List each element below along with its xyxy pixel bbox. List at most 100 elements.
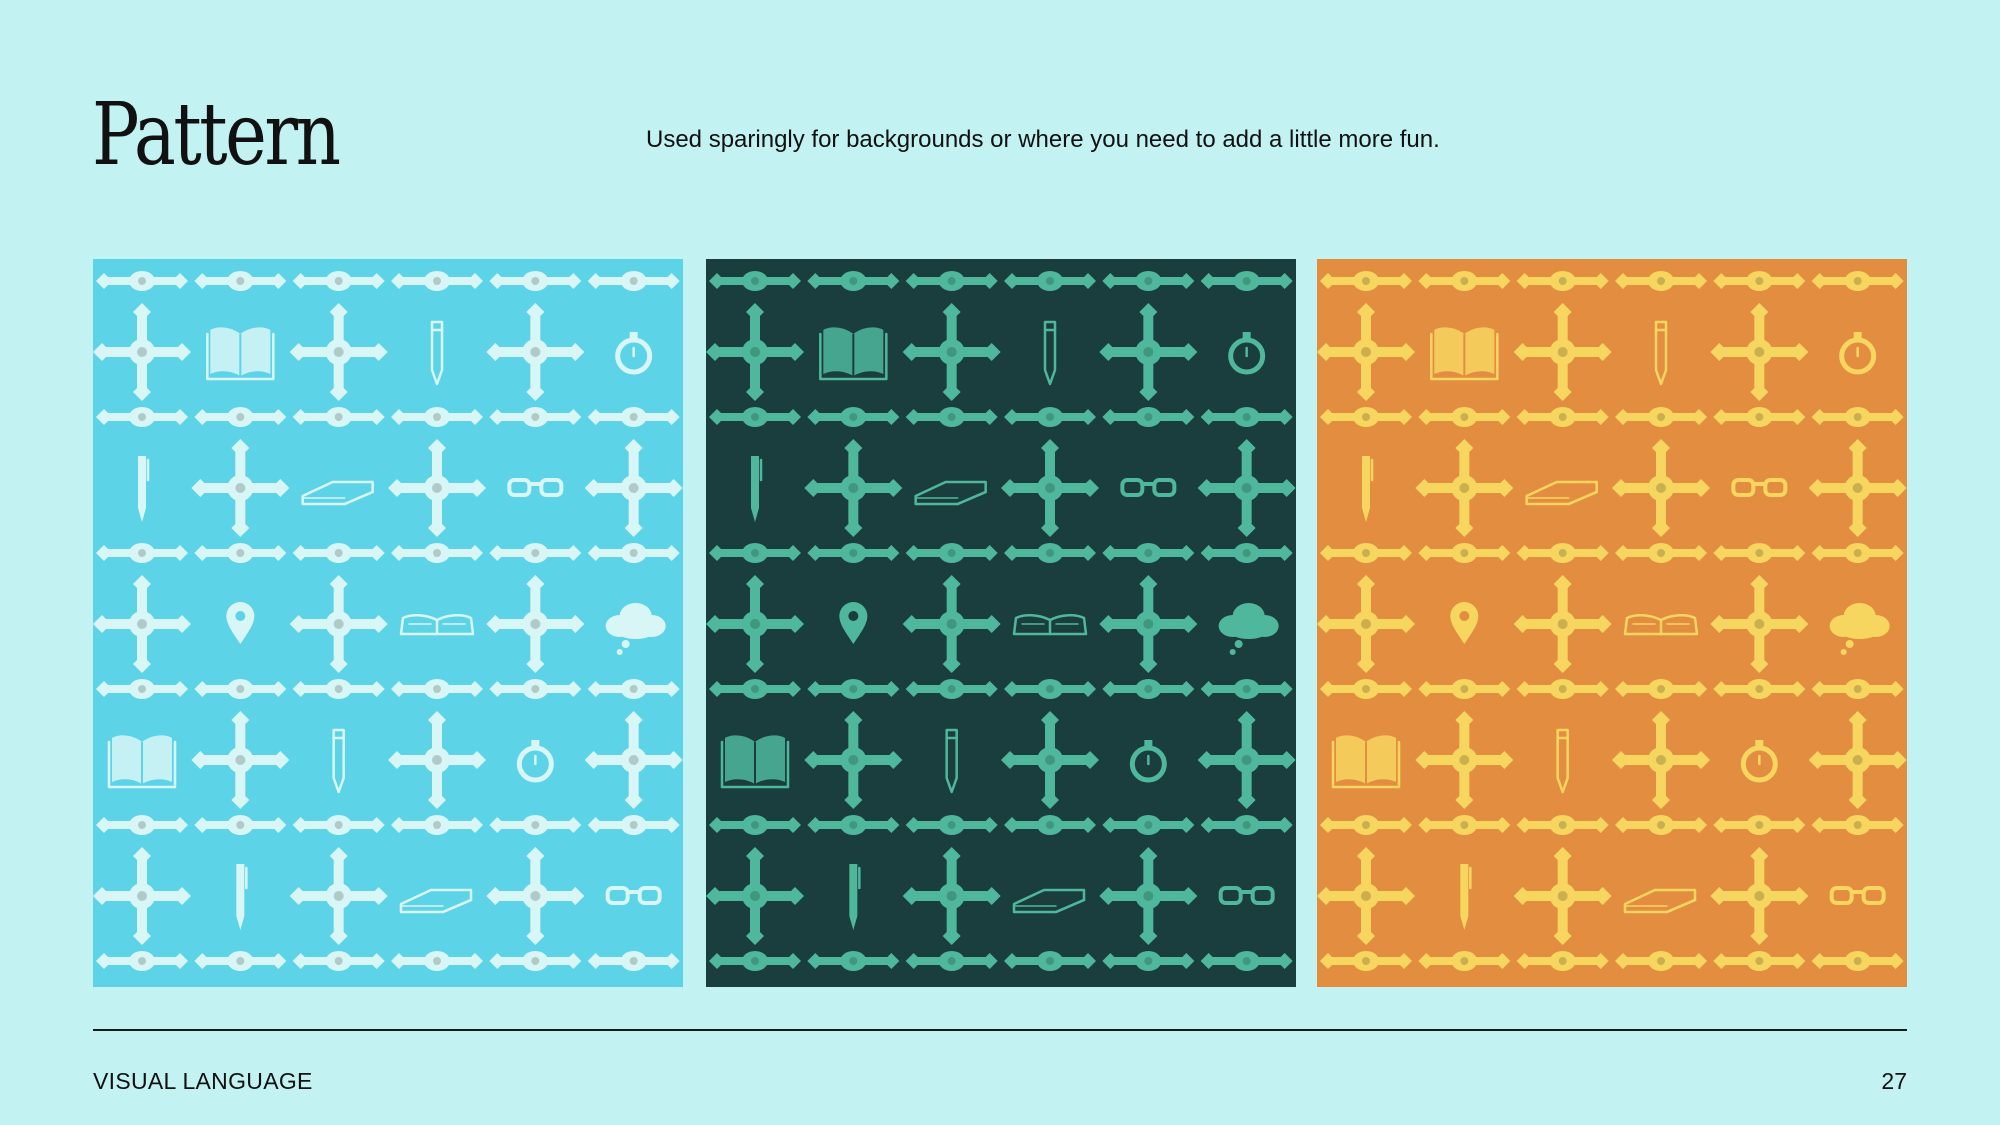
chain-link-motif bbox=[1102, 543, 1195, 563]
pen-icon bbox=[751, 456, 763, 522]
cross-star-motif bbox=[93, 575, 191, 673]
chain-link-motif bbox=[292, 543, 385, 563]
thought-cloud-icon bbox=[1218, 603, 1279, 655]
chain-link-motif bbox=[1004, 951, 1096, 971]
thought-cloud-icon bbox=[605, 603, 666, 655]
chain-link-motif bbox=[292, 271, 385, 291]
cross-star-motif bbox=[1808, 711, 1907, 809]
chain-link-motif bbox=[292, 815, 385, 835]
chain-link-motif bbox=[96, 543, 188, 563]
chain-link-motif bbox=[1811, 951, 1904, 971]
chain-link-motif bbox=[1615, 543, 1707, 563]
book-icon bbox=[720, 735, 790, 789]
chain-link-motif bbox=[1713, 407, 1806, 427]
chain-link-motif bbox=[489, 815, 582, 835]
chain-link-motif bbox=[489, 679, 582, 699]
chain-link-motif bbox=[1713, 543, 1806, 563]
chain-link-motif bbox=[1320, 815, 1412, 835]
cross-star-motif bbox=[1317, 303, 1415, 401]
chain-link-motif bbox=[1615, 407, 1707, 427]
chain-link-motif bbox=[709, 407, 801, 427]
chain-link-motif bbox=[1516, 951, 1609, 971]
chain-link-motif bbox=[1418, 543, 1511, 563]
cross-star-motif bbox=[706, 847, 804, 945]
cross-star-motif bbox=[804, 711, 903, 809]
cross-star-motif bbox=[706, 303, 804, 401]
chain-link-motif bbox=[587, 407, 680, 427]
chain-link-motif bbox=[194, 271, 287, 291]
cross-star-motif bbox=[584, 711, 683, 809]
notepad-icon bbox=[914, 480, 987, 506]
pattern-swatch-dark-green bbox=[706, 259, 1296, 987]
footer-section-label: VISUAL LANGUAGE bbox=[93, 1068, 313, 1094]
chain-link-motif bbox=[489, 271, 582, 291]
chain-link-motif bbox=[587, 951, 680, 971]
thought-cloud-icon bbox=[1829, 603, 1890, 655]
cross-star-motif bbox=[1317, 575, 1415, 673]
chain-link-motif bbox=[807, 815, 900, 835]
pattern-tile-dark-green bbox=[706, 259, 1296, 987]
book-icon bbox=[1331, 735, 1401, 789]
cross-star-motif bbox=[289, 303, 388, 401]
pencil-icon bbox=[945, 728, 958, 794]
location-pin-icon bbox=[226, 602, 255, 644]
cross-star-motif bbox=[1001, 439, 1099, 537]
cross-star-motif bbox=[93, 847, 191, 945]
book-icon bbox=[1430, 327, 1499, 381]
page-title: Pattern bbox=[92, 85, 341, 185]
location-pin-icon bbox=[1450, 602, 1479, 644]
chain-link-motif bbox=[1516, 679, 1609, 699]
chain-link-motif bbox=[807, 679, 900, 699]
glasses-icon bbox=[1120, 478, 1177, 497]
cross-star-motif bbox=[191, 711, 290, 809]
cross-star-motif bbox=[486, 303, 585, 401]
stopwatch-icon bbox=[1839, 332, 1877, 375]
cross-star-motif bbox=[804, 439, 903, 537]
chain-link-motif bbox=[1811, 679, 1904, 699]
stopwatch-icon bbox=[1129, 740, 1167, 783]
stopwatch-icon bbox=[516, 740, 554, 783]
cross-star-motif bbox=[902, 575, 1001, 673]
glasses-icon bbox=[605, 886, 662, 905]
chain-link-motif bbox=[1615, 951, 1707, 971]
cross-star-motif bbox=[1415, 711, 1514, 809]
chain-link-motif bbox=[1200, 407, 1293, 427]
chain-link-motif bbox=[587, 271, 680, 291]
chain-link-motif bbox=[1320, 679, 1412, 699]
glasses-icon bbox=[507, 478, 564, 497]
chain-link-motif bbox=[1200, 815, 1293, 835]
chain-link-motif bbox=[1615, 815, 1707, 835]
cross-star-motif bbox=[486, 575, 585, 673]
chain-link-motif bbox=[905, 407, 998, 427]
cross-star-motif bbox=[1513, 847, 1612, 945]
cross-star-motif bbox=[1612, 439, 1710, 537]
cross-star-motif bbox=[1099, 303, 1198, 401]
cross-star-motif bbox=[902, 303, 1001, 401]
chain-link-motif bbox=[1713, 679, 1806, 699]
cross-star-motif bbox=[1317, 847, 1415, 945]
chain-link-motif bbox=[1004, 543, 1096, 563]
notepad-icon bbox=[399, 888, 473, 914]
footer-divider bbox=[93, 1029, 1907, 1031]
chain-link-motif bbox=[489, 543, 582, 563]
chain-link-motif bbox=[1418, 679, 1511, 699]
chain-link-motif bbox=[1320, 271, 1412, 291]
chain-link-motif bbox=[391, 543, 483, 563]
chain-link-motif bbox=[194, 543, 287, 563]
page-number: 27 bbox=[1881, 1068, 1907, 1094]
cross-star-motif bbox=[388, 439, 486, 537]
page-description: Used sparingly for backgrounds or where … bbox=[646, 126, 1440, 153]
pencil-icon bbox=[1556, 728, 1569, 794]
cross-star-motif bbox=[1099, 575, 1198, 673]
chain-link-motif bbox=[709, 543, 801, 563]
chain-link-motif bbox=[1811, 543, 1904, 563]
chain-link-motif bbox=[1615, 271, 1707, 291]
chain-link-motif bbox=[1004, 679, 1096, 699]
chain-link-motif bbox=[1418, 815, 1511, 835]
chain-link-motif bbox=[709, 815, 801, 835]
pattern-swatch-orange bbox=[1317, 259, 1907, 987]
notepad-icon bbox=[1012, 888, 1086, 914]
chain-link-motif bbox=[905, 679, 998, 699]
chain-link-motif bbox=[96, 951, 188, 971]
chain-link-motif bbox=[905, 271, 998, 291]
